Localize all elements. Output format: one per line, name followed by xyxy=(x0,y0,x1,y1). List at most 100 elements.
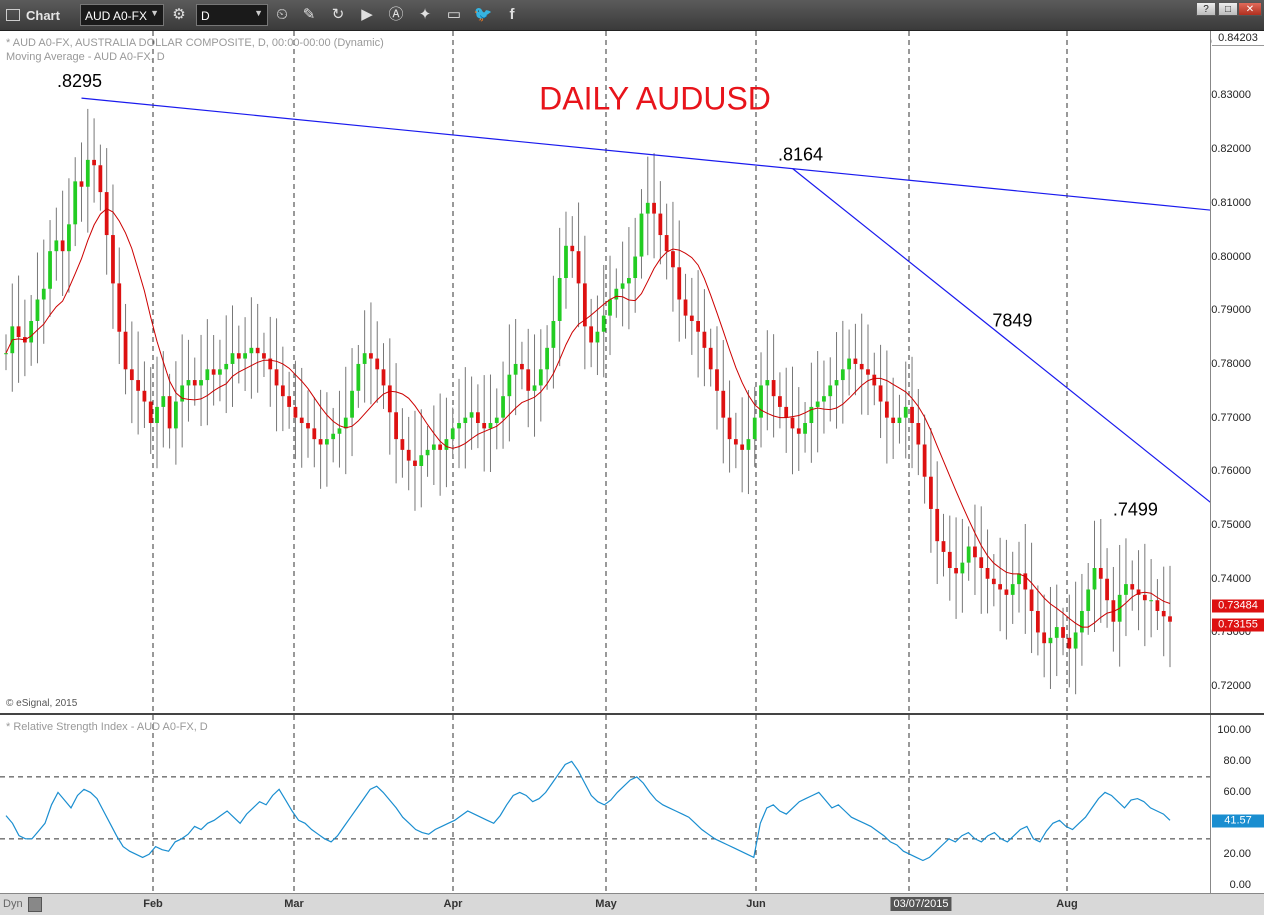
twitter-icon[interactable]: 🐦 xyxy=(473,6,493,23)
alert-icon[interactable]: Ⓐ xyxy=(388,6,404,23)
candle-body xyxy=(129,369,134,381)
candle-body xyxy=(180,385,185,402)
month-label: Aug xyxy=(1056,898,1078,910)
candle-body xyxy=(501,396,505,418)
candle-body xyxy=(1067,637,1072,649)
candle-body xyxy=(809,406,814,424)
refresh-icon[interactable]: ↻ xyxy=(331,6,345,23)
dynamic-mode-label[interactable]: Dyn xyxy=(3,898,23,910)
candle-body xyxy=(41,288,46,300)
candle-body xyxy=(343,417,348,429)
rsi-tick-label: 100.00 xyxy=(1217,724,1251,737)
month-label: Mar xyxy=(284,898,304,910)
candle-body xyxy=(1023,573,1028,590)
candle-body xyxy=(1155,600,1160,611)
candle-body xyxy=(884,401,889,418)
interval-selector[interactable]: D ▼ xyxy=(196,4,268,26)
candle-body xyxy=(155,406,159,424)
candle-body xyxy=(243,353,247,359)
rsi-line xyxy=(5,760,1171,862)
candle-body xyxy=(954,568,958,574)
candle-body xyxy=(513,363,518,375)
candle-body xyxy=(847,358,852,370)
candle-body xyxy=(1017,573,1021,585)
candle-body xyxy=(639,213,644,257)
cursor-date-tag: 03/07/2015 xyxy=(890,897,952,911)
candle-body xyxy=(733,439,738,445)
candle-body xyxy=(752,417,757,440)
symbol-selector[interactable]: AUD A0-FX ▼ xyxy=(80,4,164,26)
candle-body xyxy=(255,347,260,354)
candle-body xyxy=(186,380,191,386)
candle-body xyxy=(4,353,8,355)
price-tick-label: 0.78000 xyxy=(1211,357,1251,370)
candle-body xyxy=(595,331,600,343)
price-axis[interactable]: 0.840000.830000.820000.810000.800000.790… xyxy=(1210,31,1264,713)
candle-body xyxy=(1054,627,1059,638)
pencil-icon[interactable]: ✎ xyxy=(302,6,316,23)
trendline[interactable] xyxy=(81,97,1210,233)
candle-body xyxy=(35,299,40,321)
chart-title: DAILY AUDUSD xyxy=(539,80,771,117)
comment-icon[interactable]: ▭ xyxy=(446,6,462,23)
price-tick-label: 0.83000 xyxy=(1211,89,1251,102)
candle-body xyxy=(796,428,801,434)
rsi-pane[interactable]: * Relative Strength Index - AUD A0-FX, D xyxy=(0,715,1210,893)
rsi-chart[interactable] xyxy=(0,715,1210,893)
candle-body xyxy=(1073,632,1078,649)
candle-body xyxy=(853,358,858,364)
close-button[interactable]: ✕ xyxy=(1238,2,1262,16)
settings-icon[interactable]: ⚙ xyxy=(172,6,186,23)
time-axis-bar[interactable]: Dyn Feb Mar Apr May Jun Aug 03/07/2015 xyxy=(0,893,1264,915)
chevron-down-icon[interactable]: ▼ xyxy=(254,8,263,18)
price-tick-label: 0.75000 xyxy=(1211,519,1251,532)
candle-body xyxy=(362,353,367,364)
candle-body xyxy=(715,369,719,391)
candle-body xyxy=(545,347,549,370)
restore-button[interactable]: □ xyxy=(1218,2,1238,16)
candle-body xyxy=(117,283,122,332)
candle-body xyxy=(1124,584,1128,595)
candle-body xyxy=(866,369,870,375)
candle-body xyxy=(1130,584,1135,590)
clock-icon[interactable]: ⏲ xyxy=(276,6,288,23)
candle-body xyxy=(979,557,984,569)
chevron-down-icon[interactable]: ▼ xyxy=(150,8,159,18)
candle-body xyxy=(318,439,323,445)
last-price-tag: 0.73155 xyxy=(1212,618,1264,632)
tag-icon[interactable]: ✦ xyxy=(418,6,432,23)
candle-body xyxy=(1061,627,1065,638)
ma-value-tag: 0.73484 xyxy=(1212,599,1264,613)
candle-body xyxy=(1161,610,1166,617)
trendline[interactable] xyxy=(792,168,1210,686)
moving-average-line xyxy=(5,208,1171,628)
candle-body xyxy=(740,444,745,450)
play-icon[interactable]: ▶ xyxy=(361,6,373,23)
price-annotation: .8295 xyxy=(57,71,102,91)
candle-body xyxy=(1048,637,1053,644)
candle-body xyxy=(645,202,650,214)
candle-body xyxy=(1098,568,1103,579)
candle-body xyxy=(620,283,625,289)
lock-icon[interactable] xyxy=(28,897,42,912)
candle-body xyxy=(224,363,229,370)
facebook-icon[interactable]: f xyxy=(509,6,515,23)
candle-body xyxy=(998,584,1003,590)
pane-divider[interactable] xyxy=(0,713,1264,715)
help-button[interactable]: ? xyxy=(1196,2,1216,16)
candle-body xyxy=(387,385,392,413)
rsi-legend: * Relative Strength Index - AUD A0-FX, D xyxy=(6,721,208,733)
rsi-tick-label: 60.00 xyxy=(1223,786,1251,799)
candle-body xyxy=(16,326,21,338)
candle-body xyxy=(671,251,675,268)
candle-body xyxy=(683,299,688,316)
candle-body xyxy=(538,369,543,386)
candle-body xyxy=(54,240,59,252)
window-title: Chart xyxy=(26,8,60,23)
candle-body xyxy=(413,460,417,466)
candle-body xyxy=(897,417,902,424)
candle-body xyxy=(627,278,631,284)
